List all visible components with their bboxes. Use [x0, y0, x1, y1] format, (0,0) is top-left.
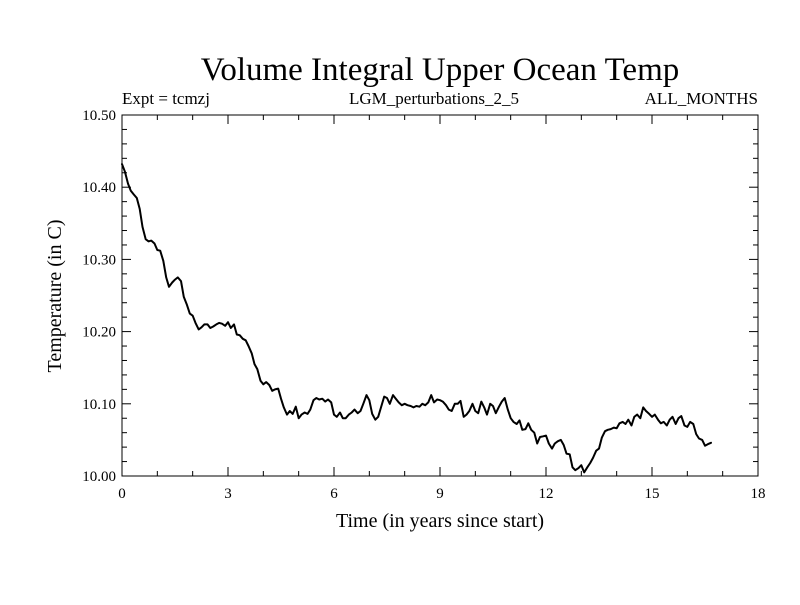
x-axis-label: Time (in years since start)	[336, 510, 544, 532]
x-tick-label: 18	[751, 486, 766, 502]
x-axis: 0 3 6 9 12 15 18	[118, 115, 766, 502]
y-tick-label: 10.30	[82, 252, 116, 268]
y-tick-label: 10.10	[82, 397, 116, 413]
chart-title: Volume Integral Upper Ocean Temp	[201, 52, 679, 88]
data-series-line	[121, 163, 712, 474]
experiment-subtitle: LGM_perturbations_2_5	[349, 89, 519, 108]
y-tick-label: 10.00	[82, 469, 116, 485]
y-tick-label: 10.50	[82, 108, 116, 124]
y-axis-label: Temperature (in C)	[44, 220, 66, 373]
x-tick-label: 0	[118, 486, 126, 502]
x-tick-label: 6	[330, 486, 338, 502]
x-tick-label: 9	[436, 486, 444, 502]
series-layer	[121, 163, 712, 474]
y-tick-label: 10.40	[82, 180, 116, 196]
months-label: ALL_MONTHS	[645, 89, 758, 108]
expt-label: Expt = tcmzj	[122, 89, 210, 108]
x-tick-label: 15	[645, 486, 660, 502]
x-tick-label: 12	[539, 486, 554, 502]
x-tick-label: 3	[224, 486, 232, 502]
y-axis: 10.00 10.10 10.20 10.30 10.40 10.50	[82, 108, 758, 485]
y-tick-label: 10.20	[82, 325, 116, 341]
